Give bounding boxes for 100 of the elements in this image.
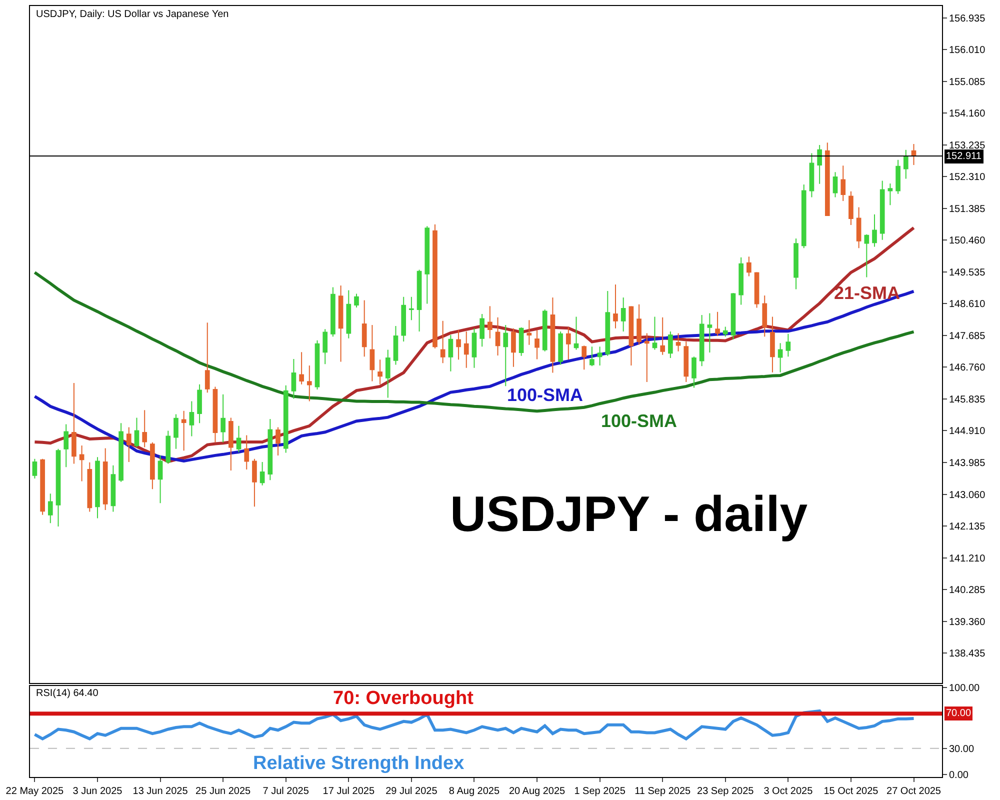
candlestick (840, 165, 846, 202)
candlestick (432, 224, 438, 349)
candlestick (480, 313, 484, 348)
candlestick (314, 340, 320, 390)
y-tick-label: 100.00 (949, 683, 980, 694)
candlestick (174, 414, 178, 450)
series-label: 100-SMA (507, 385, 584, 405)
candlestick (448, 334, 454, 372)
candlestick (872, 214, 877, 248)
candlestick (809, 152, 814, 198)
y-tick-label: 30.00 (949, 744, 974, 755)
candlestick (620, 297, 626, 332)
y-tick-label: 146.760 (949, 362, 986, 374)
candlestick (166, 430, 171, 464)
candlestick (699, 314, 704, 367)
candlestick (817, 144, 822, 184)
x-tick-label: 1 Sep 2025 (574, 786, 626, 797)
candlestick (786, 333, 791, 358)
y-tick-label: 151.385 (949, 204, 986, 215)
candlestick (628, 306, 634, 366)
candlestick (880, 180, 885, 240)
candlestick (495, 316, 500, 356)
ref-line-label: 152.911 (946, 151, 982, 162)
y-tick-label: 156.010 (949, 45, 986, 56)
x-tick-label: 17 Jul 2025 (322, 786, 375, 797)
annotation: USDJPY - daily (450, 486, 808, 542)
candlestick (746, 256, 752, 277)
candlestick (393, 326, 398, 366)
candlestick (707, 312, 712, 353)
y-tick-label: 142.135 (949, 522, 986, 533)
candlestick (283, 384, 288, 454)
annotation: 70: Overbought (333, 688, 474, 709)
candlestick (362, 300, 367, 358)
line-series (33, 710, 916, 740)
candlestick (118, 422, 124, 482)
candlestick (832, 172, 838, 198)
candlestick (542, 309, 548, 352)
candlestick (722, 326, 728, 338)
candlestick (676, 332, 681, 352)
annotation: Relative Strength Index (253, 753, 465, 774)
candlestick (64, 424, 69, 468)
candlestick (558, 331, 563, 366)
candlestick (244, 434, 250, 470)
x-tick-label: 29 Jul 2025 (386, 786, 438, 797)
candlestick (134, 417, 140, 448)
candlestick (574, 316, 579, 350)
x-tick-label: 23 Sep 2025 (697, 786, 754, 797)
series-label: 21-SMA (834, 283, 900, 303)
candlestick (142, 410, 148, 448)
candlestick (252, 458, 257, 508)
candlestick (668, 331, 673, 358)
candlestick (597, 346, 602, 366)
candlestick (197, 384, 202, 424)
y-tick-label: 139.360 (949, 616, 986, 628)
candlestick (550, 297, 556, 374)
candlestick (276, 426, 280, 456)
y-tick-label: 141.210 (949, 553, 986, 564)
x-tick-label: 3 Jun 2025 (72, 786, 123, 797)
candlestick (856, 206, 862, 249)
candlestick (613, 284, 618, 329)
candlestick (472, 328, 477, 368)
candlestick (338, 284, 344, 362)
candlestick (150, 442, 155, 490)
candlestick (322, 328, 328, 365)
candlestick (102, 448, 108, 511)
candlestick (95, 456, 100, 519)
candlestick (848, 190, 854, 226)
y-tick-label: 143.060 (949, 490, 986, 501)
x-tick-label: 20 Aug 2025 (508, 786, 566, 797)
candlestick (56, 448, 61, 528)
candlestick (644, 332, 650, 382)
candlestick (730, 292, 736, 340)
candlestick (896, 159, 900, 194)
candlestick (189, 400, 194, 437)
candlestick (79, 445, 84, 482)
candlestick (158, 454, 163, 504)
candlestick (590, 346, 594, 367)
chart-title: RSI(14) 64.40 (36, 688, 99, 699)
candlestick (228, 417, 234, 472)
y-tick-label: 147.685 (949, 330, 986, 342)
series-label: 100-SMA (601, 411, 678, 431)
candlestick (652, 316, 658, 350)
candlestick (566, 326, 571, 360)
x-tick-label: 8 Aug 2025 (448, 786, 500, 797)
candlestick (903, 149, 908, 180)
candlestick (306, 364, 312, 402)
x-tick-label: 7 Jul 2025 (262, 786, 310, 797)
candlestick (299, 352, 304, 385)
x-tick-label: 15 Oct 2025 (824, 786, 879, 797)
candlestick (110, 464, 116, 512)
y-tick-label: 153.235 (949, 140, 986, 152)
candlestick (518, 326, 524, 356)
candlestick (770, 316, 775, 373)
x-tick-label: 25 Jun 2025 (196, 786, 252, 797)
candlestick (370, 324, 375, 382)
candlestick (401, 296, 406, 342)
candlestick (378, 359, 382, 385)
candlestick (660, 316, 666, 356)
x-tick-label: 22 May 2025 (6, 786, 64, 797)
candlestick (72, 382, 76, 464)
